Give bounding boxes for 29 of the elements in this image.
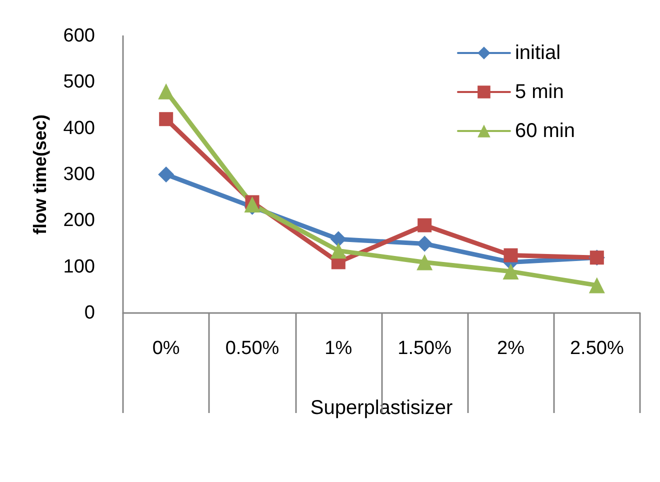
y-tick-label: 200 [63,210,95,232]
y-tick-label: 400 [63,118,95,139]
point [588,277,605,294]
y-tick-label: 300 [63,164,95,185]
x-tick-label: 1.50% [398,338,452,359]
point [330,242,346,259]
y-tick-label: 0 [84,302,95,324]
x-tick-label: 1% [324,338,352,359]
x-tick-label: 0.50% [225,338,280,359]
point [158,166,174,182]
point [418,218,432,232]
x-axis-title: Superplastisizer [310,397,453,419]
point [416,254,433,270]
point [159,112,174,126]
y-tick-label: 100 [63,256,95,278]
x-tick-label: 2.50% [570,338,624,359]
point [158,83,174,100]
legend-label: initial [514,42,561,64]
legend-label: 5 min [514,81,564,103]
point [330,231,346,248]
point [416,236,433,252]
y-tick-label: 500 [63,72,95,93]
legend-label: 60 min [514,120,575,142]
y-tick-label: 600 [63,26,95,46]
x-tick-label: 0% [152,338,180,359]
y-axis-title: flow time(sec) [30,114,50,235]
point [504,248,518,262]
point [502,263,519,280]
x-tick-label: 2% [497,338,525,359]
